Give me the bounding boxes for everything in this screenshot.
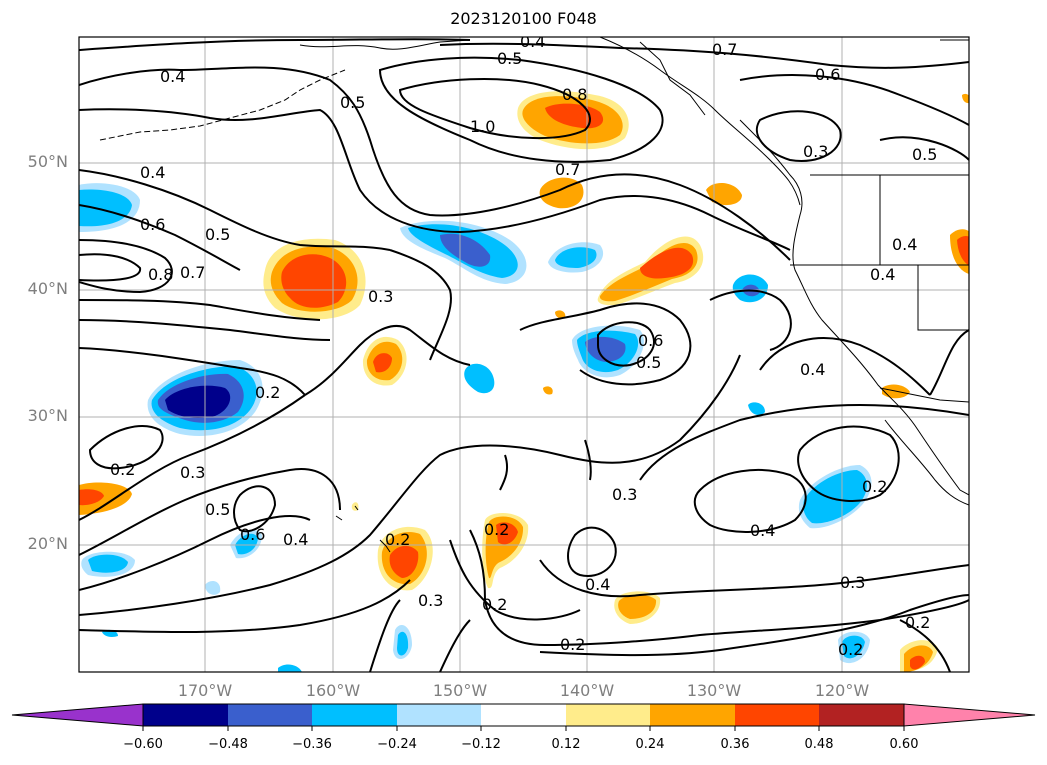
colorbar-segment [566,704,650,726]
contour-label: 0.2 [385,530,410,549]
contour-label: 0.4 [585,575,610,594]
colorbar-tick-label: −0.48 [208,737,248,752]
contour-label: 0.3 [612,485,637,504]
lat-label: 30°N [27,406,68,425]
colorbar-segment [228,704,312,726]
contour-label: 0.7 [712,40,737,59]
contour-label: 0.2 [482,595,507,614]
lat-label: 50°N [27,152,68,171]
colorbar-tick-label: 0.24 [635,737,665,752]
contour-label: 0.5 [340,93,365,112]
contour-label: 0.5 [205,227,230,246]
colorbar-tick-label: 0.12 [551,737,581,752]
lat-label: 40°N [27,279,68,298]
colorbar-segment [481,704,566,726]
contour-label: 0.6 [240,525,265,544]
colorbar-tick-label: −0.24 [377,737,417,752]
contour-label: 0.2 [862,477,887,496]
lon-label: 160°W [305,681,361,700]
colorbar-segment [397,704,481,726]
contour-label: 0.4 [160,67,185,86]
colorbar-tick-label: 0.48 [804,737,834,752]
contour-label: 0.5 [497,49,522,68]
contour-label: 0.6 [638,331,663,350]
colorbar-tick-label: −0.60 [123,737,163,752]
shaded-anomalies [79,91,969,672]
lon-label: 150°W [432,681,488,700]
colorbar-segment [819,704,904,726]
contour-label: 0.5 [205,225,230,244]
colorbar [11,703,1036,731]
contour-labels: 0.4 0.5 0.4 0.5 0.7 0.6 0.4 0.5 1.0 0.8 … [110,32,937,659]
contour-label: 0.5 [636,353,661,372]
colorbar-segment [735,704,819,726]
lon-label: 170°W [177,681,233,700]
lat-label: 20°N [27,534,68,553]
contour-label: 0.7 [180,263,205,282]
colorbar-tick-label: −0.12 [461,737,501,752]
contour-label: 0.3 [870,267,895,286]
contour-label: 0.5 [205,500,230,519]
contour-label: 0.2 [905,613,930,632]
contour-label: 0.3 [368,287,393,306]
contour-lines [79,38,969,672]
contour-label: 0.2 [560,635,585,654]
contour-label: 0.8 [148,265,173,284]
contour-label: 0.4 [750,521,775,540]
contour-label: 0.7 [555,160,580,179]
colorbar-segment [312,704,397,726]
contour-label: 0.2 [255,383,280,402]
contour-label: 0.5 [912,145,937,164]
colorbar-segment [903,703,1036,727]
map-title: 2023120100 F048 [450,9,597,28]
contour-label: 0.4 [140,163,165,182]
colorbar-tick-label: 0.60 [889,737,919,752]
contour-label: 0.3 [803,142,828,161]
lon-label: 140°W [559,681,615,700]
contour-label: 0.3 [180,463,205,482]
contour-label: 0.2 [838,640,863,659]
map-frame [78,36,970,673]
contour-label: 0.4 [870,265,895,284]
lon-label: 120°W [814,681,870,700]
contour-label: 0.4 [892,235,917,254]
map-background [79,37,969,672]
contour-label: 0.6 [815,65,840,84]
colorbar-segment [11,703,144,727]
colorbar-segment [650,704,735,726]
contour-label: 0.2 [110,460,135,479]
contour-label: 0.6 [140,215,165,234]
colorbar-segment [143,704,228,726]
colorbar-tick-label: −0.36 [292,737,332,752]
contour-label: 0.3 [840,573,865,592]
contour-label: 1.0 [470,117,495,136]
colorbar-tick-label: 0.36 [720,737,750,752]
contour-label: 0.3 [418,591,443,610]
lon-label: 130°W [686,681,742,700]
contour-label: 0.4 [520,32,545,51]
contour-label: 0.2 [484,520,509,539]
contour-label: 0.8 [562,85,587,104]
contour-label: 0.4 [283,530,308,549]
coastlines [99,37,969,553]
contour-label: 0.4 [800,360,825,379]
